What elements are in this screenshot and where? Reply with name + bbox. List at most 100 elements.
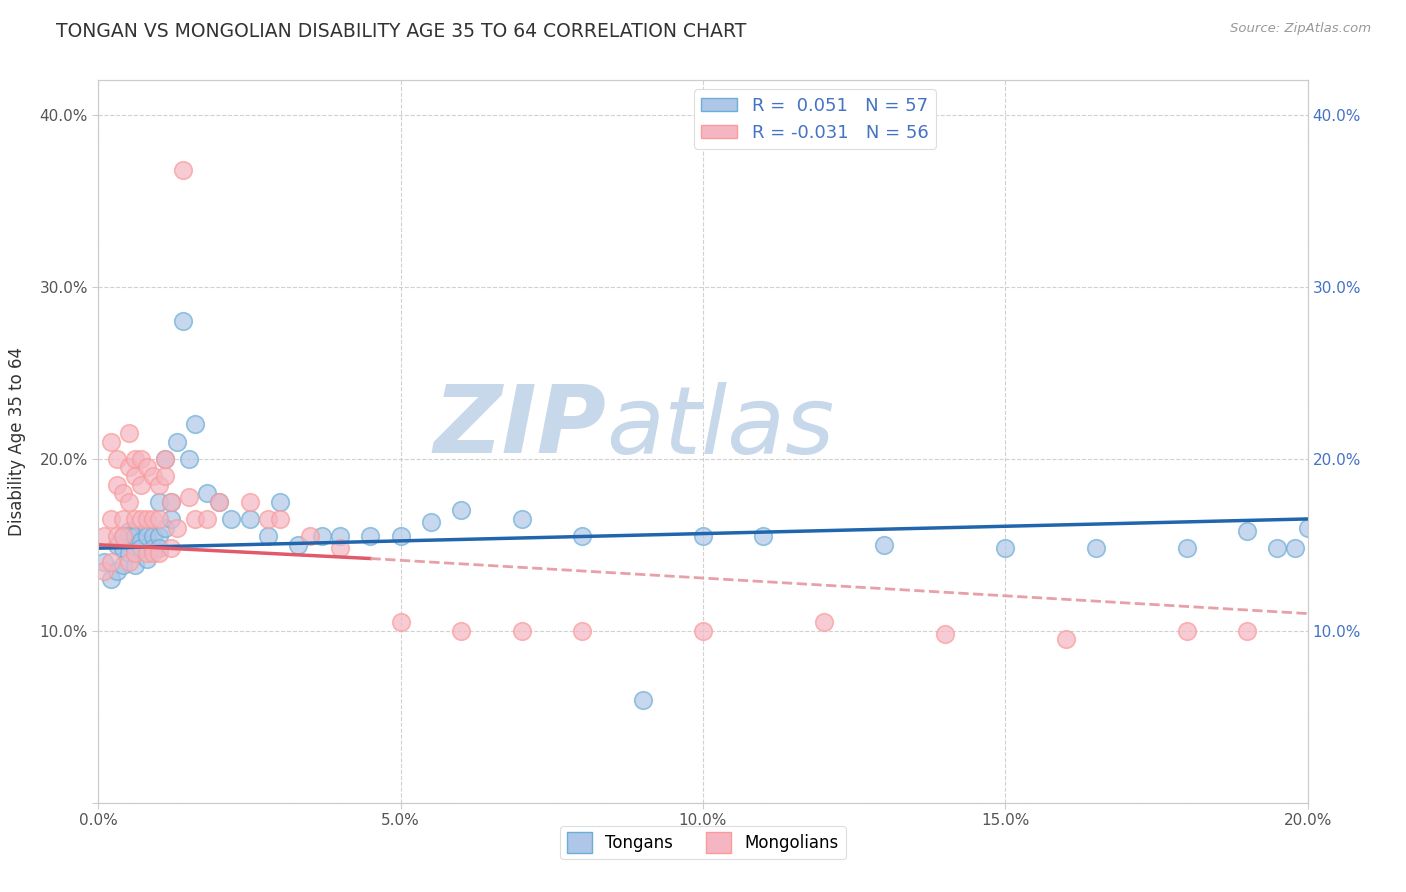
Point <box>148 546 170 560</box>
Point <box>118 524 141 538</box>
Point <box>111 541 134 556</box>
Point <box>111 512 134 526</box>
Point <box>142 529 165 543</box>
Point <box>129 451 152 466</box>
Point <box>510 624 533 638</box>
Point <box>360 529 382 543</box>
Point <box>692 624 714 638</box>
Point <box>153 451 176 466</box>
Y-axis label: Disability Age 35 to 64: Disability Age 35 to 64 <box>7 347 25 536</box>
Point <box>124 541 146 556</box>
Point <box>1054 632 1077 647</box>
Point <box>118 494 141 508</box>
Point <box>179 451 201 466</box>
Point <box>389 529 412 543</box>
Point <box>93 564 115 578</box>
Point <box>142 469 165 483</box>
Point <box>813 615 835 630</box>
Point <box>571 624 593 638</box>
Point <box>118 529 141 543</box>
Point <box>311 529 333 543</box>
Point <box>135 520 157 534</box>
Point <box>269 494 291 508</box>
Point <box>153 451 176 466</box>
Point <box>299 529 322 543</box>
Point <box>135 529 157 543</box>
Point <box>256 512 278 526</box>
Point <box>752 529 775 543</box>
Point <box>571 529 593 543</box>
Point <box>166 434 188 449</box>
Point <box>100 434 122 449</box>
Point <box>153 520 176 534</box>
Point <box>105 538 128 552</box>
Point <box>692 529 714 543</box>
Point <box>118 555 141 569</box>
Point <box>148 529 170 543</box>
Point <box>100 555 122 569</box>
Text: atlas: atlas <box>606 382 835 473</box>
Point <box>148 512 170 526</box>
Point <box>1284 541 1306 556</box>
Point <box>135 551 157 566</box>
Point <box>269 512 291 526</box>
Point <box>124 469 146 483</box>
Point <box>389 615 412 630</box>
Point <box>105 451 128 466</box>
Point <box>160 541 183 556</box>
Point <box>1296 520 1319 534</box>
Point <box>124 558 146 573</box>
Point <box>420 516 443 530</box>
Point <box>111 558 134 573</box>
Point <box>118 425 141 440</box>
Point <box>129 512 152 526</box>
Point <box>148 541 170 556</box>
Text: TONGAN VS MONGOLIAN DISABILITY AGE 35 TO 64 CORRELATION CHART: TONGAN VS MONGOLIAN DISABILITY AGE 35 TO… <box>56 22 747 41</box>
Legend: Tongans, Mongolians: Tongans, Mongolians <box>560 826 846 860</box>
Point <box>172 314 194 328</box>
Point <box>142 512 165 526</box>
Point <box>142 546 165 560</box>
Point <box>184 512 207 526</box>
Point <box>135 546 157 560</box>
Point <box>111 486 134 500</box>
Point <box>105 564 128 578</box>
Point <box>118 460 141 475</box>
Point <box>142 541 165 556</box>
Point <box>135 512 157 526</box>
Point <box>239 512 262 526</box>
Point <box>631 692 654 706</box>
Point <box>124 546 146 560</box>
Point <box>1236 524 1258 538</box>
Point <box>100 572 122 586</box>
Point <box>1175 624 1198 638</box>
Point <box>934 627 956 641</box>
Point <box>208 494 231 508</box>
Point <box>329 529 352 543</box>
Point <box>129 477 152 491</box>
Point <box>129 534 152 549</box>
Point <box>195 486 218 500</box>
Point <box>160 512 183 526</box>
Point <box>166 520 188 534</box>
Point <box>994 541 1017 556</box>
Point <box>329 541 352 556</box>
Point <box>1236 624 1258 638</box>
Point <box>184 417 207 432</box>
Point <box>1175 541 1198 556</box>
Point <box>208 494 231 508</box>
Point <box>160 494 183 508</box>
Point <box>148 494 170 508</box>
Point <box>256 529 278 543</box>
Point <box>105 529 128 543</box>
Point <box>510 512 533 526</box>
Point <box>1267 541 1289 556</box>
Point <box>221 512 243 526</box>
Point <box>100 512 122 526</box>
Point <box>195 512 218 526</box>
Point <box>1085 541 1108 556</box>
Point <box>118 546 141 560</box>
Point <box>124 512 146 526</box>
Point <box>450 503 472 517</box>
Point <box>450 624 472 638</box>
